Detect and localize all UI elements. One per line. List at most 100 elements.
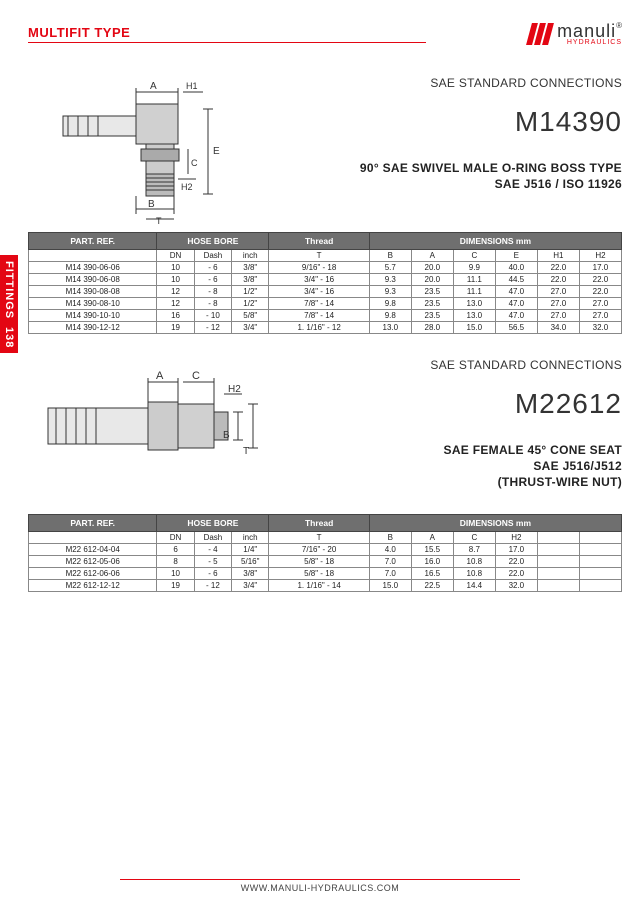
category-2: SAE STANDARD CONNECTIONS xyxy=(248,358,622,372)
table-cell: M22 612-06-06 xyxy=(29,568,157,580)
table-col-cell: B xyxy=(369,532,411,544)
table-cell: 12 xyxy=(157,286,194,298)
table-cell: 4.0 xyxy=(369,544,411,556)
table-cell: 5/8" xyxy=(232,310,269,322)
table-col-cell: DN xyxy=(157,250,194,262)
table-cell: 22.0 xyxy=(495,556,537,568)
svg-text:H2: H2 xyxy=(228,384,241,395)
table-row: M22 612-05-068- 55/16"5/8" - 187.016.010… xyxy=(29,556,622,568)
table-cell: 13.0 xyxy=(453,298,495,310)
desc-2a: SAE FEMALE 45° CONE SEAT xyxy=(248,442,622,458)
table-cell: - 5 xyxy=(194,556,231,568)
table-cell: 7.0 xyxy=(369,556,411,568)
svg-text:C: C xyxy=(192,370,200,382)
table-cell: M14 390-10-10 xyxy=(29,310,157,322)
table-cell: 10 xyxy=(157,274,194,286)
logo-sub-text: HYDRAULICS xyxy=(557,39,622,46)
desc-2b: SAE J516/J512 xyxy=(248,458,622,474)
table-cell: 10.8 xyxy=(453,568,495,580)
table-cell: 13.0 xyxy=(369,322,411,334)
table-col-cell: H2 xyxy=(495,532,537,544)
table-cell: 3/4" xyxy=(232,322,269,334)
table-col-cell: A xyxy=(411,250,453,262)
table-cell: M14 390-06-06 xyxy=(29,262,157,274)
table-head-cell: DIMENSIONS mm xyxy=(369,515,621,532)
svg-text:A: A xyxy=(150,81,157,92)
table-col-cell: A xyxy=(411,532,453,544)
footer-url: WWW.MANULI-HYDRAULICS.COM xyxy=(0,883,640,893)
table-cell: 19 xyxy=(157,580,194,592)
table-col-cell: Dash xyxy=(194,532,231,544)
table-cell: M14 390-08-10 xyxy=(29,298,157,310)
svg-text:E: E xyxy=(213,146,220,157)
table-cell: - 12 xyxy=(194,580,231,592)
table-cell: 15.0 xyxy=(369,580,411,592)
table-cell: - 12 xyxy=(194,322,231,334)
table-cell xyxy=(537,568,579,580)
svg-text:A: A xyxy=(156,370,164,382)
section-m14390: A H1 E C H2 B T SAE STANDARD CONNECTIONS… xyxy=(28,74,622,224)
table-cell: 1/4" xyxy=(232,544,269,556)
logo-main-text: manuli xyxy=(557,21,616,41)
table-col-cell xyxy=(537,532,579,544)
table-col-cell xyxy=(29,532,157,544)
table-cell: 19 xyxy=(157,322,194,334)
table-cell xyxy=(537,544,579,556)
table-col-cell: T xyxy=(269,532,369,544)
table-head-cell: PART. REF. xyxy=(29,233,157,250)
table-col-cell: Dash xyxy=(194,250,231,262)
side-tab-fittings: FITTINGS xyxy=(0,255,18,325)
table-cell: 27.0 xyxy=(579,310,621,322)
desc-1b: SAE J516 / ISO 11926 xyxy=(248,176,622,192)
table-cell: 5.7 xyxy=(369,262,411,274)
table-cell: 5/16" xyxy=(232,556,269,568)
table-cell: M22 612-12-12 xyxy=(29,580,157,592)
table-cell: - 6 xyxy=(194,262,231,274)
table-cell: 1. 1/16" - 14 xyxy=(269,580,369,592)
table-cell: 22.0 xyxy=(495,568,537,580)
table-cell: 47.0 xyxy=(495,298,537,310)
table-cell: 5/8" - 18 xyxy=(269,568,369,580)
table-col-cell: H1 xyxy=(537,250,579,262)
table-cell: 22.0 xyxy=(579,274,621,286)
svg-text:B: B xyxy=(148,199,155,210)
table-col-cell: C xyxy=(453,532,495,544)
table-cell: - 10 xyxy=(194,310,231,322)
table-cell xyxy=(579,580,621,592)
table-cell: 56.5 xyxy=(495,322,537,334)
table-cell: 6 xyxy=(157,544,194,556)
table-cell xyxy=(579,568,621,580)
header-underline xyxy=(28,42,426,43)
table-cell: 28.0 xyxy=(411,322,453,334)
table-cell: 23.5 xyxy=(411,298,453,310)
table-cell: 7/16" - 20 xyxy=(269,544,369,556)
table-col-cell: DN xyxy=(157,532,194,544)
table-m22612: PART. REF.HOSE BOREThreadDIMENSIONS mm D… xyxy=(28,514,622,592)
table-cell: 3/4" - 16 xyxy=(269,286,369,298)
table-cell: 22.0 xyxy=(537,262,579,274)
table-cell: 16.5 xyxy=(411,568,453,580)
table-head-cell: HOSE BORE xyxy=(157,233,269,250)
table-cell: 32.0 xyxy=(579,322,621,334)
table-col-cell: inch xyxy=(232,532,269,544)
table-cell: 12 xyxy=(157,298,194,310)
table-cell: - 6 xyxy=(194,568,231,580)
table-cell: 40.0 xyxy=(495,262,537,274)
table-cell: 16.0 xyxy=(411,556,453,568)
code-m14390: M14390 xyxy=(248,106,622,138)
table-cell: 13.0 xyxy=(453,310,495,322)
table-cell: 1/2" xyxy=(232,286,269,298)
table-row: M14 390-06-0610- 63/8"9/16" - 185.720.09… xyxy=(29,262,622,274)
table-cell: 27.0 xyxy=(579,298,621,310)
table-cell: 16 xyxy=(157,310,194,322)
table-cell: 11.1 xyxy=(453,274,495,286)
side-tab-page: 138 xyxy=(0,322,18,353)
desc-2c: (THRUST-WIRE NUT) xyxy=(248,474,622,490)
table-cell: 27.0 xyxy=(537,310,579,322)
table-cell: 27.0 xyxy=(537,298,579,310)
table-row: M14 390-08-1012- 81/2"7/8" - 149.823.513… xyxy=(29,298,622,310)
table-cell: 9.3 xyxy=(369,274,411,286)
table-cell: 22.0 xyxy=(537,274,579,286)
table-cell: 3/4" xyxy=(232,580,269,592)
table-cell: 22.0 xyxy=(579,286,621,298)
